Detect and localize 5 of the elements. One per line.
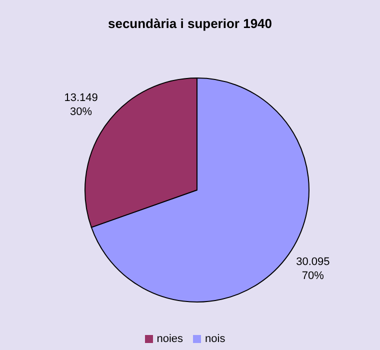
legend-label: nois xyxy=(205,333,226,345)
data-label: 13.149 30% xyxy=(64,92,98,118)
chart-title: secundària i superior 1940 xyxy=(106,16,274,33)
legend-label: noies xyxy=(156,333,184,345)
data-label: 30.095 70% xyxy=(296,256,330,282)
